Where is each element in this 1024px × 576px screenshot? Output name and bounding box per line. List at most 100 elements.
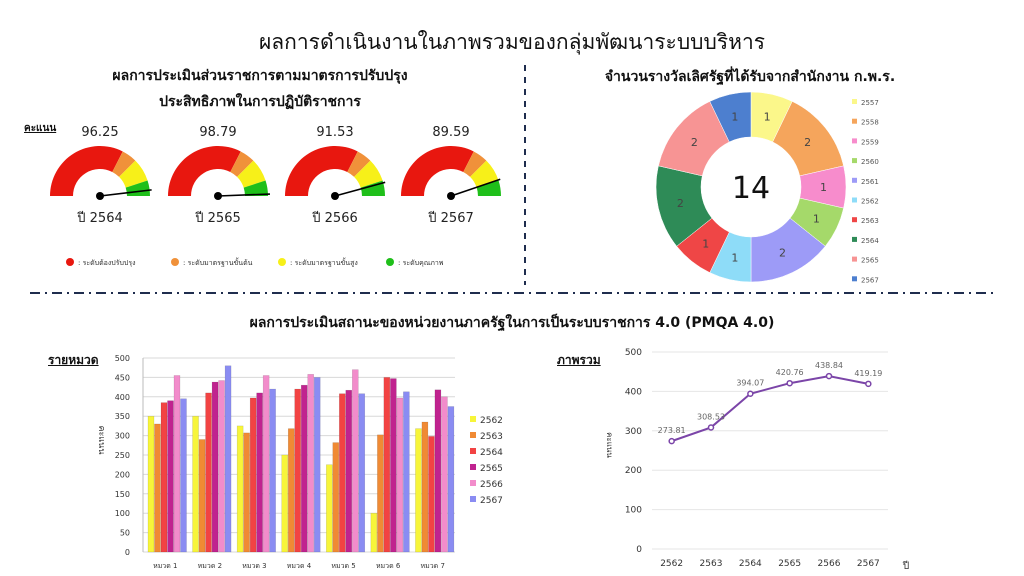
bar-2567 [269, 388, 276, 553]
bar-2565 [300, 384, 308, 553]
gauge-legend-marker [66, 258, 74, 266]
bar-legend-marker [470, 432, 476, 438]
bar-2564 [294, 388, 301, 553]
donut-slice-value: 1 [731, 252, 738, 265]
bar-2565 [167, 400, 174, 553]
bar-y-tick: 350 [115, 412, 130, 421]
donut-slice-value: 2 [779, 246, 786, 259]
bar-category-label: หมวด 5 [331, 562, 355, 570]
donut-slice-value: 1 [820, 181, 827, 194]
line-y-tick: 0 [636, 545, 642, 555]
bar-2567 [313, 377, 321, 553]
bar-y-tick: 150 [115, 490, 130, 499]
gauge-needle [334, 181, 386, 197]
bar-2565 [345, 389, 353, 553]
gauge-band-2 [237, 160, 266, 188]
gauge-legend-label: : ระดับต้องปรับปรุง [78, 259, 136, 267]
bar-2562 [326, 464, 333, 553]
bar-y-tick: 500 [115, 354, 130, 363]
gauge-band-0 [400, 145, 474, 196]
line-y-label: คะแนน [605, 432, 614, 458]
gauge-band-1 [112, 151, 136, 177]
line-y-tick: 400 [625, 387, 642, 397]
line-data-label: 419.19 [854, 369, 882, 378]
bar-2563 [421, 421, 429, 553]
line-point [825, 372, 833, 380]
line-data-label: 438.84 [815, 361, 843, 370]
bar-2566 [218, 380, 225, 553]
bar-2567 [180, 398, 187, 553]
donut-legend-marker [852, 197, 857, 203]
line-series [671, 375, 869, 443]
gauge-legend-label: : ระดับมาตรฐานขั้นต้น [183, 256, 253, 267]
gauge-legend-label: : ระดับคุณภาพ [398, 259, 444, 267]
donut-legend-label: 2563 [861, 217, 879, 225]
gauge-title-line2: ประสิทธิภาพในการปฏิบัติราชการ [159, 94, 361, 110]
line-x-tick: 2567 [857, 559, 880, 569]
gauge-value: 96.25 [81, 125, 118, 140]
bar-2563 [332, 442, 340, 553]
bar-category-label: หมวด 7 [421, 562, 445, 570]
bar-2565 [211, 381, 219, 553]
gauge-band-1 [230, 151, 254, 177]
donut-legend-marker [852, 236, 857, 242]
bar-2566 [173, 375, 181, 553]
donut-slice-value: 2 [677, 197, 684, 210]
bar-2565 [434, 389, 442, 553]
donut-slice-2567 [709, 91, 752, 143]
donut-slice-value: 1 [702, 238, 709, 251]
donut-legend-label: 2560 [861, 158, 879, 166]
donut-legend-label: 2558 [861, 119, 879, 127]
gauge-pivot [447, 192, 455, 200]
bar-2562 [370, 512, 378, 553]
bar-y-tick: 200 [115, 470, 130, 479]
bar-category-label: หมวด 4 [287, 562, 312, 570]
line-y-tick: 300 [625, 427, 642, 437]
gauge-needle [99, 189, 152, 197]
bar-2564 [428, 436, 435, 553]
bar-legend-label: 2562 [480, 416, 503, 426]
line-data-label: 394.07 [736, 379, 764, 388]
line-point [786, 379, 793, 387]
gauge-year-label: ปี 2565 [194, 210, 240, 226]
gauge-band-0 [285, 146, 358, 196]
bar-2566 [396, 397, 404, 553]
line-data-label: 308.53 [697, 412, 725, 421]
gauge-band-2 [354, 160, 383, 188]
bar-legend-label: 2565 [480, 464, 503, 474]
donut-legend-label: 2565 [861, 257, 879, 265]
bar-y-tick: 250 [115, 451, 130, 460]
gauge-pivot [96, 192, 104, 200]
bar-2565 [256, 392, 263, 553]
bar-2564 [383, 377, 391, 553]
donut-legend-label: 2562 [861, 198, 879, 206]
line-x-label: ปี [902, 560, 909, 572]
donut-slice-value: 2 [691, 136, 698, 149]
gauge-pivot [331, 192, 339, 200]
line-x-tick: 2564 [739, 559, 762, 569]
donut-slice-value: 1 [764, 110, 771, 123]
bar-2564 [249, 397, 257, 553]
gauge-band-1 [463, 151, 487, 177]
gauge-legend-marker [386, 258, 394, 266]
donut-legend-label: 2561 [861, 178, 879, 186]
gauge-year-label: ปี 2564 [76, 210, 122, 226]
page-title: ผลการดำเนินงานในภาพรวมของกลุ่มพัฒนาระบบบ… [258, 30, 766, 54]
bar-2566 [441, 396, 448, 553]
bar-category-label: หมวด 1 [153, 562, 177, 570]
bar-2567 [447, 406, 455, 553]
gauge-value: 91.53 [316, 125, 353, 140]
donut-title: จำนวนรางวัลเลิศรัฐที่ได้รับจากสำนักงาน ก… [604, 69, 896, 85]
bar-2563 [154, 423, 161, 553]
line-y-tick: 100 [625, 506, 642, 516]
bar-y-tick: 400 [115, 393, 130, 402]
gauge-band-2 [470, 160, 499, 188]
donut-legend-marker [852, 217, 857, 223]
line-chart-title: ภาพรวม [557, 353, 601, 367]
bar-2562 [236, 425, 244, 553]
bar-y-tick: 300 [115, 432, 130, 441]
donut-legend-marker [852, 256, 857, 262]
donut-legend-label: 2557 [861, 99, 879, 107]
bar-2562 [415, 428, 422, 553]
